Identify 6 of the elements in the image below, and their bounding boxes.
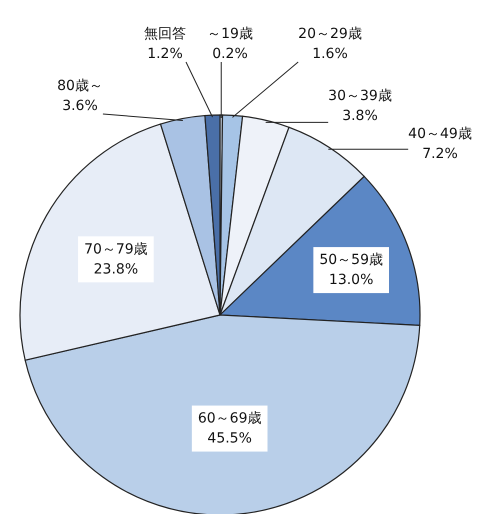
slice-label: 50～59歳 <box>319 252 383 268</box>
slice-label: 70～79歳 <box>84 241 148 258</box>
data-label: 23.8% <box>94 261 138 278</box>
data-label: 45.5% <box>207 430 252 447</box>
slice-label: 60～69歳 <box>198 410 262 427</box>
data-label: 13.0% <box>328 272 374 288</box>
